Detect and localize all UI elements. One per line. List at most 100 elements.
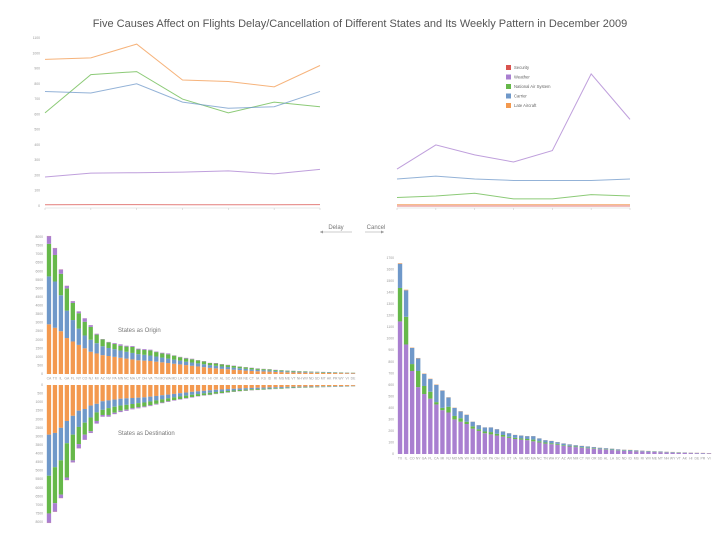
states-destination-bar-co-weather[interactable] [82,434,87,440]
states-origin-bar-ut-carrier[interactable] [136,354,141,361]
states-cancel-bar-md-carrier[interactable] [525,436,530,440]
states-cancel-bar-co-weather[interactable] [409,370,415,454]
states-destination-bar-id-carrier[interactable] [267,387,272,389]
states-cancel-bar-wv-weather[interactable] [646,451,651,454]
states-destination-bar-oh-late-aircraft[interactable] [142,385,147,398]
states-origin-bar-mo-national-air-system[interactable] [160,353,165,358]
states-destination-bar-vi-late-aircraft[interactable] [344,385,350,386]
states-destination-bar-ga-weather[interactable] [64,477,70,481]
states-origin-bar-me-carrier[interactable] [285,371,290,373]
states-origin-bar-or-national-air-system[interactable] [183,358,189,362]
states-destination-bar-wv-carrier[interactable] [303,386,308,388]
states-destination-bar-ma-weather[interactable] [130,408,135,410]
states-origin-bar-sc-national-air-system[interactable] [225,365,230,367]
states-origin-bar-id-national-air-system[interactable] [267,369,272,371]
states-destination-bar-ny-carrier[interactable] [76,410,81,427]
states-origin-bar-in-carrier[interactable] [201,364,207,368]
states-cancel-bar-pa-weather[interactable] [488,434,494,454]
weekly-delay-line-late-aircraft[interactable] [44,43,321,88]
states-cancel-bar-ky-weather[interactable] [555,444,560,454]
states-origin-bar-wi-carrier[interactable] [189,362,195,366]
states-cancel-bar-il-late-aircraft[interactable] [403,289,409,291]
states-origin-bar-ma-late-aircraft[interactable] [130,359,135,374]
states-origin-bar-nc-carrier[interactable] [124,351,129,359]
states-destination-bar-nv-late-aircraft[interactable] [106,385,111,401]
states-origin-bar-il-late-aircraft[interactable] [58,331,64,374]
states-cancel-bar-nh-weather[interactable] [664,452,669,454]
states-destination-bar-or-national-air-system[interactable] [183,395,189,399]
states-destination-bar-il-national-air-system[interactable] [58,460,64,495]
states-origin-bar-al-national-air-system[interactable] [219,364,225,367]
states-origin-bar-pa-late-aircraft[interactable] [112,356,117,375]
states-cancel-bar-sc-weather[interactable] [615,450,621,454]
states-origin-bar-ne-late-aircraft[interactable] [243,370,248,374]
states-destination-bar-vt-carrier[interactable] [291,386,296,388]
states-destination-bar-ms-late-aircraft[interactable] [279,385,284,388]
states-destination-bar-la-carrier[interactable] [177,393,183,397]
states-destination-bar-hi-carrier[interactable] [207,390,213,393]
states-origin-bar-or-carrier[interactable] [183,361,189,366]
states-origin-bar-fl-national-air-system[interactable] [70,302,75,321]
weekly-cancel-line-weather[interactable] [396,73,631,170]
states-origin-bar-nj-weather[interactable] [88,325,93,327]
states-origin-bar-ia-late-aircraft[interactable] [255,371,260,374]
states-cancel-bar-ar-national-air-system[interactable] [567,445,572,447]
states-origin-bar-la-late-aircraft[interactable] [177,364,183,374]
states-cancel-bar-ga-weather[interactable] [422,394,427,454]
states-cancel-bar-la-carrier[interactable] [609,448,615,450]
states-cancel-bar-ct-carrier[interactable] [579,445,584,448]
states-cancel-bar-il-national-air-system[interactable] [403,316,409,345]
states-destination-bar-ri-late-aircraft[interactable] [273,385,278,388]
states-destination-bar-fl-carrier[interactable] [70,415,75,435]
cancel-toggle-label[interactable]: Cancel [367,225,386,231]
states-destination-bar-ny-weather[interactable] [76,444,81,449]
states-destination-bar-al-national-air-system[interactable] [219,391,225,394]
states-destination-bar-co-late-aircraft[interactable] [82,385,87,409]
states-origin-bar-tn-national-air-system[interactable] [154,352,159,357]
states-cancel-bar-ky-national-air-system[interactable] [555,443,560,445]
states-cancel-bar-wa-national-air-system[interactable] [549,443,554,445]
states-origin-bar-ky-national-air-system[interactable] [195,360,201,364]
states-origin-bar-nj-late-aircraft[interactable] [88,351,93,374]
states-origin-bar-wa-late-aircraft[interactable] [166,363,171,374]
states-cancel-bar-ga-national-air-system[interactable] [422,385,427,395]
delay-toggle-label[interactable]: Delay [328,225,343,231]
states-origin-bar-nd-carrier[interactable] [309,372,314,373]
states-cancel-bar-nm-carrier[interactable] [573,445,578,447]
states-destination-bar-sd-late-aircraft[interactable] [315,385,320,387]
states-cancel-bar-az-national-air-system[interactable] [561,445,566,446]
states-cancel-bar-ia-weather[interactable] [512,439,518,454]
states-cancel-bar-nv-carrier[interactable] [585,446,590,448]
states-origin-bar-id-late-aircraft[interactable] [267,371,272,374]
states-destination-bar-vt-national-air-system[interactable] [291,387,296,388]
states-destination-bar-ri-carrier[interactable] [273,387,278,389]
states-cancel-bar-ar-carrier[interactable] [567,444,572,446]
states-cancel-bar-nd-weather[interactable] [621,450,627,454]
delay-cancel-toggle[interactable]: Delay Cancel [320,225,385,234]
states-origin-bar-fl-weather[interactable] [70,301,75,303]
states-destination-bar-tx-national-air-system[interactable] [52,467,58,504]
states-origin-bar-mo-carrier[interactable] [160,357,165,363]
states-origin-bar-mn-national-air-system[interactable] [118,345,123,351]
states-origin-bar-tn-weather[interactable] [154,351,159,353]
states-destination-bar-ia-carrier[interactable] [255,387,260,390]
states-origin-bar-ca-national-air-system[interactable] [46,243,52,277]
states-destination-bar-wa-national-air-system[interactable] [166,398,171,402]
states-origin-bar-nh-carrier[interactable] [297,371,302,373]
states-origin-bar-nc-national-air-system[interactable] [124,346,129,352]
weekly-cancel-line-national-air-system[interactable] [396,192,631,200]
states-origin-bar-md-national-air-system[interactable] [172,355,177,360]
states-cancel-bar-fl-weather[interactable] [428,398,433,454]
states-destination-bar-md-carrier[interactable] [172,393,177,398]
states-destination-bar-tn-late-aircraft[interactable] [154,385,159,396]
states-origin-bar-hi-late-aircraft[interactable] [207,367,213,374]
states-origin-bar-wa-carrier[interactable] [166,358,171,364]
states-destination-bar-nd-carrier[interactable] [309,386,314,388]
states-cancel-bar-nj-carrier[interactable] [446,397,451,407]
states-destination-bar-tx-weather[interactable] [52,503,58,512]
states-origin-bar-tx-weather[interactable] [52,248,58,255]
states-cancel-bar-ut-carrier[interactable] [506,433,512,437]
states-cancel-bar-sc-carrier[interactable] [615,449,621,451]
states-destination-bar-mo-carrier[interactable] [160,395,165,400]
states-origin-bar-nm-national-air-system[interactable] [237,366,242,369]
